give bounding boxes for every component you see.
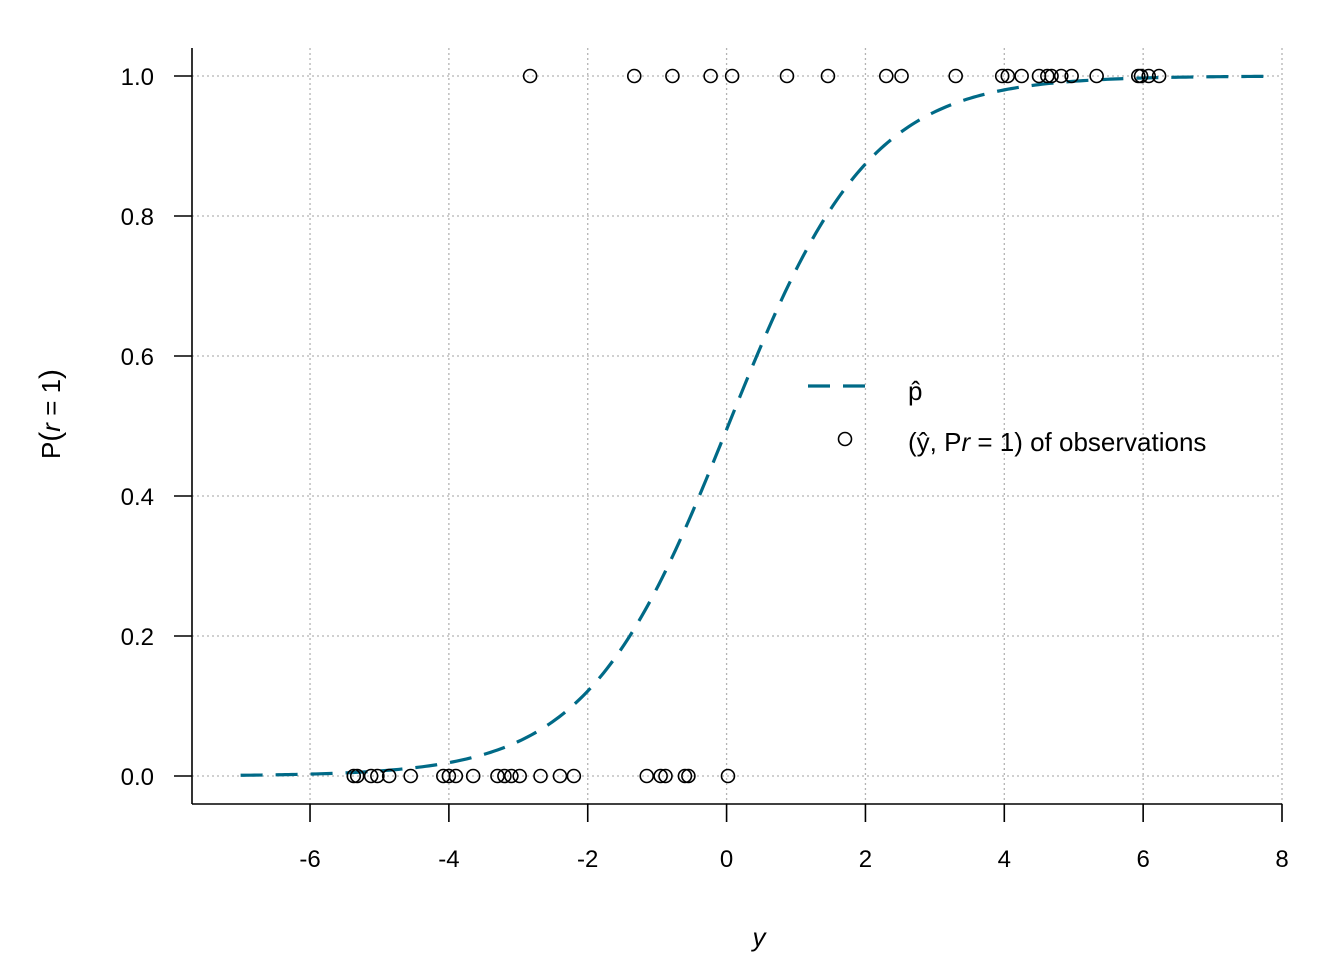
point-r1-0 [522, 68, 538, 84]
point-r0-0 [346, 768, 362, 784]
x-tick-label-6: 6 [1136, 846, 1149, 873]
point-r0-19 [658, 768, 673, 784]
legend-points-label-eq: = 1 [970, 427, 1014, 457]
observation-points [346, 68, 1167, 784]
point-r0-3 [370, 768, 385, 784]
point-r0-17 [639, 768, 655, 784]
axes [174, 48, 1283, 822]
point-r1-2 [665, 68, 680, 84]
point-r0-4 [381, 768, 397, 784]
point-r0-1 [349, 768, 365, 784]
legend-points-label-var: r [961, 427, 971, 457]
point-r1-1 [626, 68, 642, 84]
point-r0-21 [681, 768, 696, 784]
legend-point-swatch [837, 431, 853, 447]
point-r1-10 [994, 68, 1010, 84]
y-axis-title-var: r [36, 422, 66, 432]
y-axis-title: P(r = 1) [34, 369, 67, 459]
y-tick-label-4: 0.8 [121, 204, 154, 231]
y-axis-title-open-paren: ( [34, 432, 67, 442]
legend: p̂ (ŷ, Pr = 1) of observations [808, 376, 1206, 457]
point-r0-2 [363, 768, 379, 784]
point-r1-6 [820, 68, 836, 84]
point-r1-15 [1044, 68, 1059, 84]
point-r0-8 [448, 768, 464, 784]
point-r0-7 [441, 768, 457, 784]
point-r0-20 [677, 768, 693, 784]
tick-labels: -6 -4 -2 0 2 4 6 8 0.0 0.2 0.4 0.6 0.8 1.0 [121, 64, 1289, 873]
x-tick-label-5: 4 [998, 846, 1011, 873]
x-tick-label-0: -6 [299, 846, 320, 873]
point-r1-18 [1089, 68, 1104, 84]
point-r0-5 [403, 768, 418, 784]
point-r0-22 [720, 768, 736, 784]
y-tick-label-1: 0.2 [121, 624, 154, 651]
grid [192, 48, 1283, 804]
point-r1-14 [1040, 68, 1055, 84]
point-r1-7 [878, 68, 894, 84]
point-r0-16 [566, 768, 582, 784]
y-axis-title-close-paren: ) [34, 369, 67, 379]
point-r1-8 [894, 68, 909, 84]
point-r1-11 [1000, 68, 1016, 84]
point-r0-11 [497, 768, 512, 784]
y-tick-label-2: 0.4 [121, 484, 154, 511]
y-axis-title-main: P [36, 442, 66, 459]
point-r0-10 [490, 768, 505, 784]
point-r0-12 [504, 768, 519, 784]
point-r1-5 [779, 68, 795, 84]
legend-points-label-prefix: (ŷ, P [908, 427, 961, 457]
y-tick-label-3: 0.6 [121, 344, 154, 371]
legend-points-label-suffix: ) of observations [1014, 427, 1206, 457]
legend-points-label: (ŷ, Pr = 1) of observations [908, 427, 1206, 457]
point-r1-20 [1133, 68, 1149, 84]
x-axis-title: y [751, 922, 768, 952]
x-tick-label-7: 8 [1275, 846, 1288, 873]
point-r1-17 [1064, 68, 1079, 84]
x-tick-label-2: -2 [577, 846, 598, 873]
point-r1-16 [1053, 68, 1069, 84]
point-r1-12 [1014, 68, 1029, 84]
x-tick-label-3: 0 [720, 846, 733, 873]
point-r0-18 [653, 768, 668, 784]
point-r1-21 [1141, 68, 1157, 84]
point-r0-13 [512, 768, 527, 784]
point-r0-15 [552, 768, 568, 784]
x-tick-label-1: -4 [438, 846, 459, 873]
point-r0-14 [533, 768, 548, 784]
point-r1-22 [1151, 68, 1167, 84]
y-tick-label-0: 0.0 [121, 764, 154, 791]
fitted-probability-curve [240, 74, 1269, 777]
y-axis-title-eq: = 1 [36, 379, 66, 423]
legend-curve-label: p̂ [908, 376, 922, 406]
x-tick-label-4: 2 [859, 846, 872, 873]
point-r0-9 [465, 768, 481, 784]
point-r1-9 [948, 68, 963, 84]
y-tick-label-5: 1.0 [121, 64, 154, 91]
point-r1-4 [724, 68, 740, 84]
point-r1-3 [703, 68, 718, 84]
